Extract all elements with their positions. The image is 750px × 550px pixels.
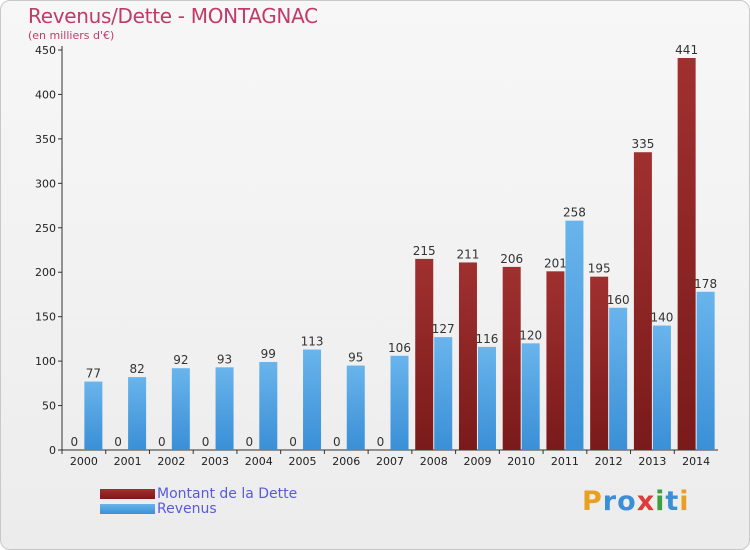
data-label-dette: 0: [377, 435, 385, 449]
bar-revenus: [652, 325, 671, 450]
x-tick-label: 2012: [595, 455, 623, 468]
data-label-dette: 201: [544, 256, 567, 270]
bar-revenus: [171, 368, 190, 450]
bar-revenus: [303, 349, 322, 450]
x-tick-label: 2002: [157, 455, 185, 468]
data-label-dette: 0: [114, 435, 122, 449]
data-label-dette: 0: [245, 435, 253, 449]
x-tick-label: 2009: [463, 455, 491, 468]
data-label-dette: 0: [333, 435, 341, 449]
logo-letter: i: [679, 486, 690, 517]
legend-item-dette: Montant de la Dette: [100, 485, 298, 502]
bar-revenus: [434, 337, 453, 450]
data-label-dette: 0: [158, 435, 166, 449]
y-tick-label: 350: [35, 133, 56, 146]
proxiti-logo: Proxiti: [582, 486, 690, 517]
x-tick-label: 2007: [376, 455, 404, 468]
y-tick-label: 200: [35, 266, 56, 279]
bar-dette: [502, 266, 521, 450]
x-tick-label: 2003: [201, 455, 229, 468]
bar-revenus: [346, 365, 365, 450]
y-tick-label: 450: [35, 44, 56, 57]
bar-revenus: [609, 307, 628, 450]
x-tick-label: 2005: [289, 455, 317, 468]
x-tick-label: 2014: [682, 455, 710, 468]
data-label-dette: 0: [202, 435, 210, 449]
bar-dette: [677, 58, 696, 450]
data-label-dette: 0: [71, 435, 79, 449]
logo-letter: P: [582, 486, 603, 517]
bar-revenus: [477, 346, 496, 450]
chart-title: Revenus/Dette - MONTAGNAC: [28, 4, 318, 28]
logo-letter: x: [636, 486, 656, 517]
data-label-dette: 195: [588, 262, 611, 276]
bar-dette: [458, 262, 477, 450]
data-label-revenus: 140: [650, 311, 673, 325]
bar-revenus: [565, 220, 584, 450]
data-label-revenus: 178: [694, 277, 717, 291]
data-label-revenus: 93: [217, 352, 232, 366]
x-tick-label: 2000: [70, 455, 98, 468]
y-tick-label: 0: [49, 444, 56, 457]
data-label-dette: 215: [413, 244, 436, 258]
bar-dette: [546, 271, 565, 450]
data-label-revenus: 116: [476, 332, 499, 346]
data-label-revenus: 99: [261, 347, 276, 361]
bar-revenus: [696, 291, 715, 450]
data-label-dette: 0: [289, 435, 297, 449]
legend: Montant de la Dette Revenus: [100, 485, 298, 517]
data-label-revenus: 160: [607, 293, 630, 307]
y-tick-label: 150: [35, 311, 56, 324]
bar-revenus: [259, 362, 278, 450]
x-tick-label: 2010: [507, 455, 535, 468]
x-tick-label: 2001: [114, 455, 142, 468]
y-tick-label: 100: [35, 355, 56, 368]
data-label-revenus: 127: [432, 322, 455, 336]
data-label-revenus: 82: [129, 362, 144, 376]
legend-swatch-revenus: [100, 503, 155, 514]
bar-dette: [415, 258, 434, 450]
bar-revenus: [390, 355, 409, 450]
logo-letter: o: [617, 486, 637, 517]
y-tick-label: 300: [35, 177, 56, 190]
chart-subtitle: (en milliers d'€): [28, 29, 115, 42]
data-label-revenus: 106: [388, 341, 411, 355]
logo-letter: t: [665, 486, 680, 517]
x-tick-label: 2006: [332, 455, 360, 468]
logo-letter: i: [655, 486, 666, 517]
x-tick-label: 2004: [245, 455, 273, 468]
data-label-revenus: 77: [86, 367, 101, 381]
y-tick-label: 250: [35, 222, 56, 235]
data-label-dette: 211: [457, 247, 480, 261]
x-tick-label: 2011: [551, 455, 579, 468]
data-label-revenus: 95: [348, 351, 363, 365]
logo-letter: r: [602, 486, 618, 517]
data-label-revenus: 258: [563, 206, 586, 220]
x-tick-label: 2008: [420, 455, 448, 468]
legend-label-revenus: Revenus: [157, 500, 217, 517]
data-label-dette: 441: [675, 43, 698, 57]
legend-swatch-dette: [100, 488, 155, 499]
bar-revenus: [128, 377, 147, 450]
data-label-revenus: 92: [173, 353, 188, 367]
x-tick-label: 2013: [638, 455, 666, 468]
data-label-dette: 206: [500, 252, 523, 266]
legend-label-dette: Montant de la Dette: [157, 485, 298, 502]
bar-revenus: [521, 343, 540, 450]
data-label-dette: 335: [631, 137, 654, 151]
bar-revenus: [84, 381, 103, 450]
bar-revenus: [215, 367, 234, 450]
data-label-revenus: 113: [301, 335, 324, 349]
y-tick-label: 400: [35, 88, 56, 101]
y-tick-label: 50: [42, 400, 56, 413]
data-label-revenus: 120: [519, 328, 542, 342]
legend-item-revenus: Revenus: [100, 500, 297, 517]
bar-dette: [633, 152, 652, 450]
bar-dette: [590, 276, 609, 450]
